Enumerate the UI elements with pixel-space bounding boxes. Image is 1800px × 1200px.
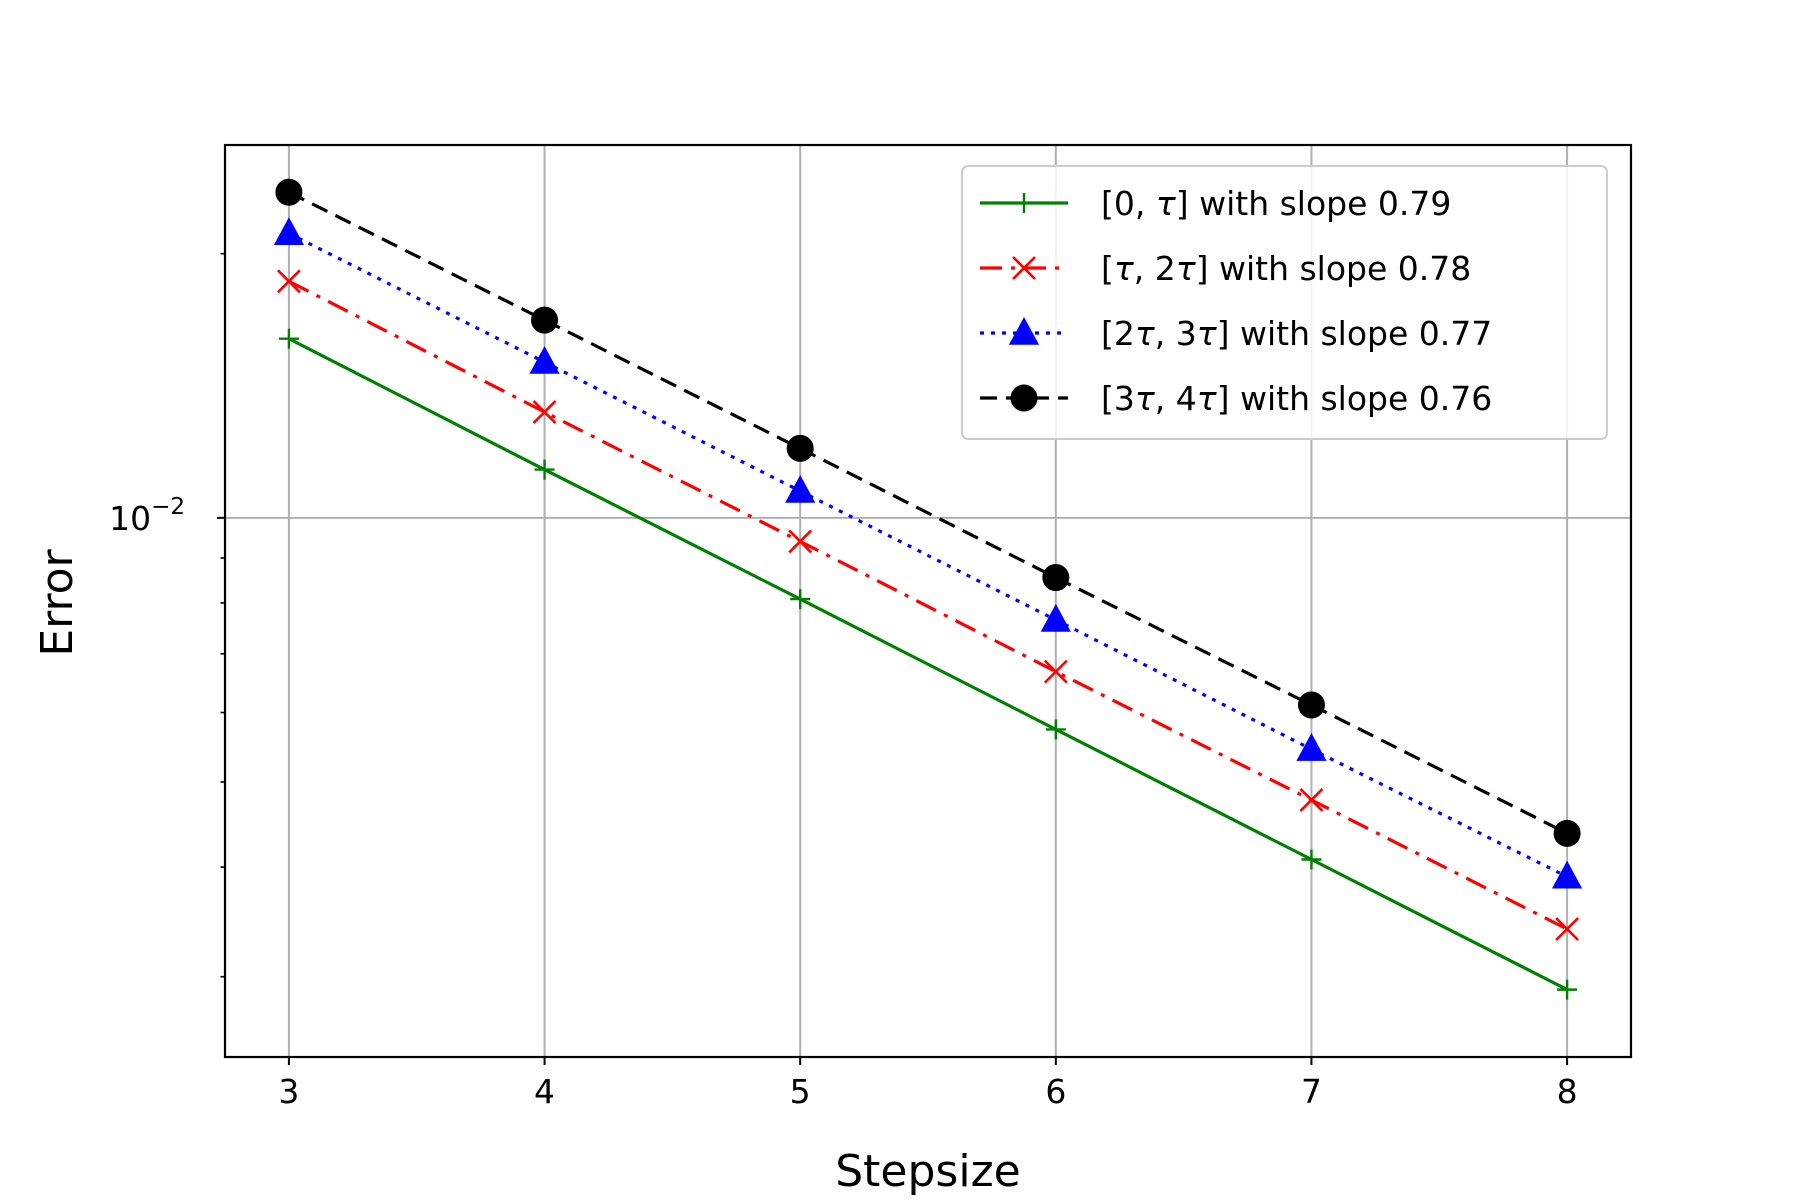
- series-point: [1557, 979, 1578, 1000]
- series-point: [278, 328, 299, 349]
- legend-label: [2τ, 3τ] with slope 0.77: [1101, 314, 1492, 353]
- series-point: [273, 217, 304, 246]
- series-point: [1040, 603, 1071, 632]
- series-point: [1045, 719, 1066, 740]
- legend-box: [961, 165, 1608, 440]
- series-point: [1297, 691, 1325, 719]
- legend-label: [0, τ] with slope 0.79: [1101, 184, 1451, 223]
- series-point: [532, 400, 557, 424]
- legend: [0, τ] with slope 0.79 [τ, 2τ] with slope…: [961, 165, 1608, 440]
- series-line: [288, 279, 1568, 931]
- series-2: [276, 269, 1580, 941]
- series-4: [275, 178, 1581, 847]
- x-axis-label: Stepsize: [835, 1146, 1021, 1197]
- legend-label: [τ, 2τ] with slope 0.78: [1101, 249, 1471, 288]
- series-point: [1042, 564, 1070, 592]
- series-point: [1014, 193, 1034, 213]
- series-line: [288, 190, 1568, 835]
- x-tick-label: 6: [1045, 1072, 1066, 1111]
- series-point: [1553, 819, 1581, 847]
- series-point: [1299, 788, 1324, 812]
- series-point: [786, 434, 814, 462]
- series-point: [788, 529, 813, 554]
- series-point: [1010, 384, 1038, 412]
- plot-frame: [223, 143, 1633, 1059]
- series-point: [1296, 733, 1327, 761]
- series-line: [288, 231, 1568, 879]
- y-axis-label: Error: [32, 548, 83, 656]
- series-point: [1043, 659, 1068, 684]
- legend-entry: [τ, 2τ] with slope 0.78: [980, 249, 1471, 288]
- series-point: [1301, 849, 1322, 870]
- series-point: [1012, 256, 1036, 280]
- series-point: [1552, 860, 1583, 889]
- series-point: [1555, 917, 1580, 941]
- series-point: [1008, 316, 1040, 345]
- legend-entry: [2τ, 3τ] with slope 0.77: [980, 314, 1492, 353]
- series-point: [785, 474, 816, 503]
- series-point: [534, 459, 555, 480]
- x-tick-label: 7: [1301, 1072, 1322, 1111]
- legend-label: [3τ, 4τ] with slope 0.76: [1101, 379, 1492, 418]
- series-line: [288, 337, 1568, 992]
- legend-entry: [0, τ] with slope 0.79: [980, 184, 1451, 223]
- x-tick-label: 5: [790, 1072, 811, 1111]
- x-tick-label: 4: [534, 1072, 555, 1111]
- legend-entry: [3τ, 4τ] with slope 0.76: [980, 379, 1492, 418]
- series-point: [276, 269, 301, 294]
- x-tick-label: 8: [1557, 1072, 1578, 1111]
- x-tick-label: 3: [278, 1072, 299, 1111]
- series-point: [275, 178, 303, 206]
- series-point: [529, 346, 560, 374]
- y-tick-exponent: −2: [151, 494, 185, 520]
- series-1: [278, 328, 1578, 1000]
- series-3: [273, 217, 1583, 889]
- series-point: [531, 306, 559, 334]
- series-group: [273, 178, 1583, 1000]
- series-point: [790, 589, 811, 610]
